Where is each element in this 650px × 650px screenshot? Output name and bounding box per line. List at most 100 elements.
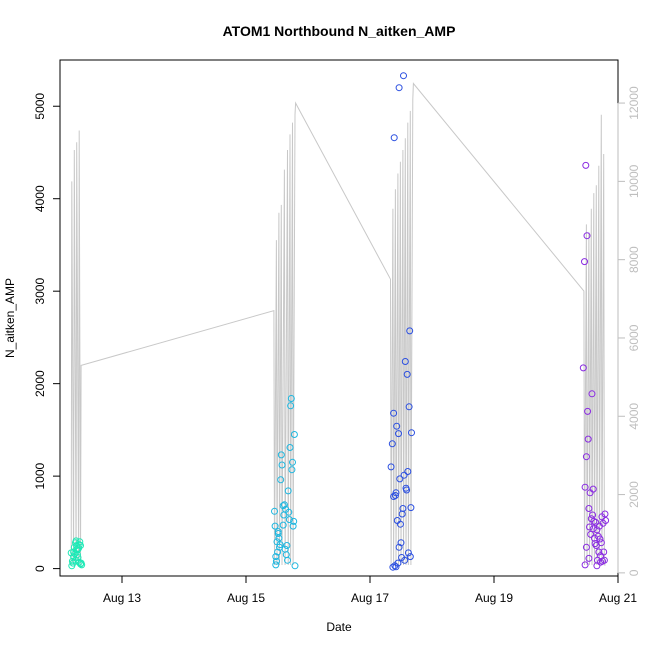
- data-point: [589, 525, 597, 533]
- data-point: [395, 543, 403, 551]
- data-point: [584, 407, 592, 415]
- data-point: [404, 549, 412, 557]
- data-points-layer: [67, 72, 610, 571]
- data-point: [277, 451, 285, 459]
- data-point: [73, 545, 81, 553]
- data-point: [399, 505, 407, 512]
- data-point: [272, 561, 280, 569]
- data-point: [77, 542, 84, 549]
- data-point: [291, 562, 299, 570]
- data-point: [276, 541, 284, 549]
- data-point: [395, 84, 403, 92]
- data-point: [395, 430, 402, 438]
- secondary-series-layer: [70, 82, 606, 566]
- data-point: [394, 559, 402, 567]
- chart-title: ATOM1 Northbound N_aitken_AMP: [223, 23, 456, 39]
- y-tick-label: 4000: [33, 185, 47, 212]
- data-point: [278, 461, 286, 469]
- data-point: [583, 232, 591, 240]
- data-point: [76, 538, 84, 546]
- data-point: [400, 72, 407, 80]
- x-axis-label: Date: [326, 620, 352, 634]
- data-point: [392, 489, 400, 497]
- data-point: [585, 505, 593, 512]
- data-point: [390, 409, 398, 417]
- data-point: [403, 370, 411, 378]
- data-point: [393, 422, 401, 430]
- data-point: [407, 504, 415, 512]
- data-point: [390, 134, 398, 142]
- data-point: [77, 560, 84, 568]
- secondary-y-tick-label: 6000: [627, 324, 641, 351]
- data-point: [602, 517, 610, 524]
- data-point: [579, 364, 587, 372]
- y-tick-label: 3000: [33, 278, 47, 305]
- data-point: [581, 483, 589, 491]
- data-point: [275, 534, 283, 542]
- data-point: [396, 520, 404, 528]
- secondary-series-line: [70, 82, 606, 566]
- data-point: [289, 522, 297, 530]
- data-point: [285, 516, 293, 524]
- data-point: [389, 563, 397, 571]
- data-point: [595, 548, 603, 556]
- data-point: [279, 521, 287, 529]
- data-point: [404, 468, 412, 475]
- data-point: [597, 552, 605, 560]
- data-point: [388, 440, 396, 448]
- data-point: [596, 535, 604, 543]
- data-point: [597, 539, 605, 547]
- data-point: [271, 522, 279, 530]
- data-point: [70, 553, 78, 561]
- data-point: [274, 548, 282, 556]
- secondary-y-tick-label: 10000: [627, 164, 641, 198]
- data-point: [585, 554, 593, 562]
- data-point: [581, 561, 589, 569]
- data-point: [287, 402, 295, 410]
- data-point: [274, 528, 282, 536]
- x-tick-label: Aug 21: [599, 591, 637, 605]
- data-point: [588, 390, 596, 398]
- x-tick-label: Aug 17: [351, 591, 389, 605]
- y-tick-label: 5000: [33, 93, 47, 120]
- x-tick-label: Aug 13: [103, 591, 141, 605]
- secondary-y-tick-label: 0: [627, 569, 641, 576]
- data-point: [582, 543, 590, 551]
- data-point: [272, 553, 280, 561]
- data-point: [400, 471, 408, 479]
- data-point: [272, 557, 280, 565]
- data-point: [406, 553, 414, 561]
- data-point: [396, 475, 404, 483]
- data-point: [290, 517, 298, 525]
- data-point: [401, 556, 409, 564]
- data-point: [403, 486, 411, 494]
- data-point: [401, 358, 409, 365]
- data-point: [601, 510, 609, 518]
- data-point: [287, 395, 295, 402]
- data-point: [288, 466, 296, 474]
- y-axis: 0 1000 2000 3000 4000 5000: [33, 93, 61, 572]
- data-point: [68, 562, 76, 570]
- data-point: [390, 493, 398, 500]
- data-point: [289, 458, 296, 466]
- data-point: [284, 487, 292, 495]
- data-point: [584, 435, 592, 443]
- x-tick-label: Aug 19: [475, 591, 513, 605]
- data-point: [392, 563, 400, 571]
- x-tick-label: Aug 15: [227, 591, 265, 605]
- y-tick-label: 2000: [33, 370, 47, 397]
- secondary-y-tick-label: 12000: [627, 86, 641, 120]
- data-point: [600, 556, 608, 564]
- data-point: [593, 562, 601, 570]
- y-tick-label: 0: [33, 565, 47, 572]
- data-point: [587, 530, 595, 538]
- data-point: [406, 327, 414, 335]
- plot-area-border: [59, 59, 619, 577]
- data-point: [277, 476, 285, 484]
- data-point: [290, 431, 298, 438]
- y-tick-label: 1000: [33, 462, 47, 489]
- data-point: [582, 453, 590, 461]
- data-point: [285, 508, 293, 516]
- secondary-y-tick-label: 4000: [627, 403, 641, 430]
